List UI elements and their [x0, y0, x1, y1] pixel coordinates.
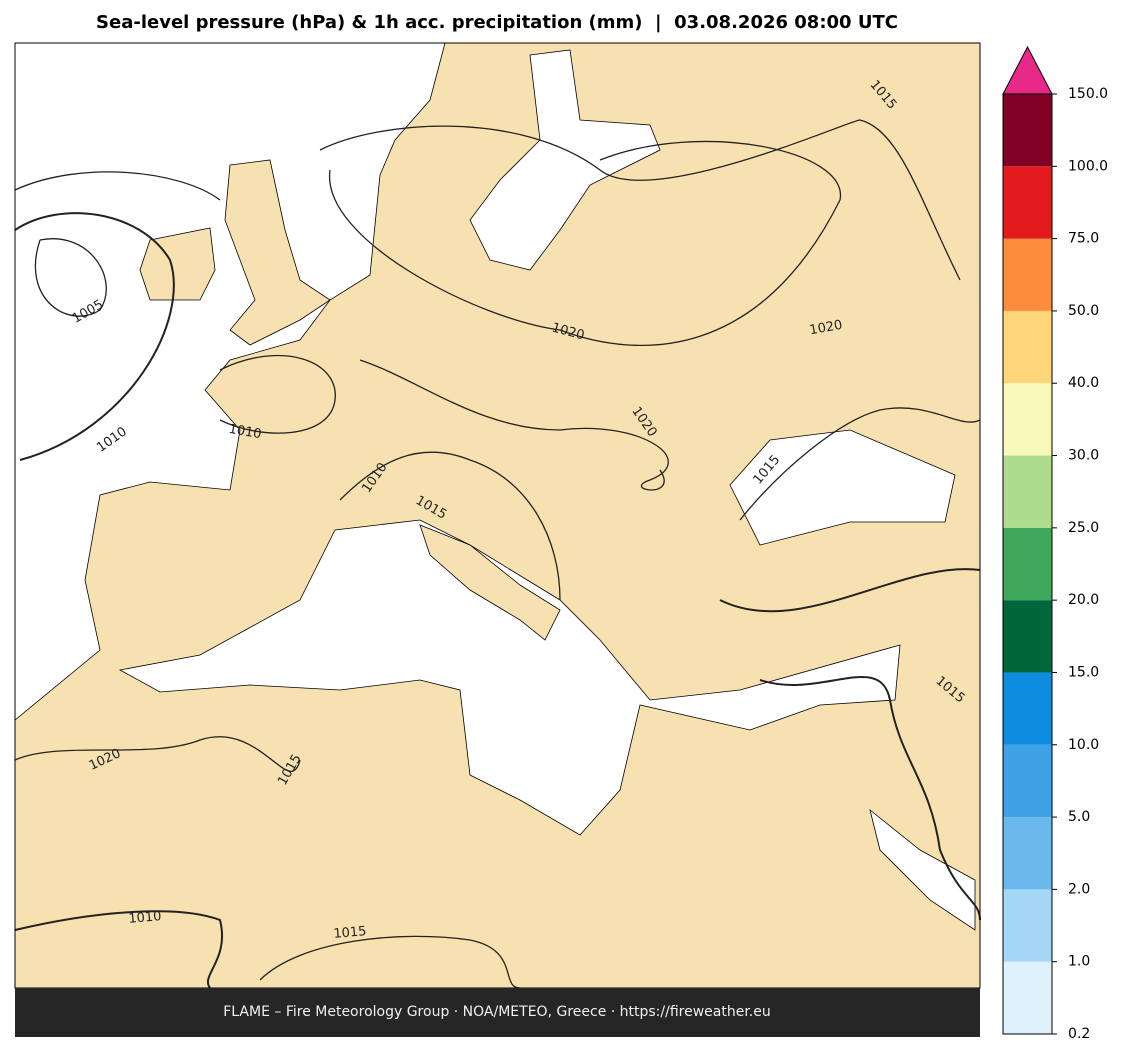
colorbar-bin: [1003, 672, 1052, 745]
colorbar-bin: [1003, 455, 1052, 528]
colorbar-bin: [1003, 383, 1052, 456]
colorbar-tick-label: 1.0: [1068, 954, 1090, 970]
black-sea: [729, 429, 956, 546]
colorbar-bin: [1003, 744, 1052, 818]
colorbar-tick-label: 30.0: [1068, 448, 1099, 464]
colorbar-tick-label: 20.0: [1068, 592, 1099, 608]
colorbar-tick-label: 0.2: [1068, 1026, 1090, 1042]
colorbar-bin: [1003, 600, 1052, 673]
italy: [419, 524, 561, 641]
colorbar-bin: [1003, 961, 1052, 1034]
footer: FLAME – Fire Meteorology Group · NOA/MET…: [223, 1004, 771, 1020]
contour-label: 1010: [128, 909, 162, 927]
britain: [224, 159, 331, 346]
colorbar-bin: [1003, 817, 1052, 890]
red-sea: [869, 808, 976, 931]
colorbar-tick-label: 150.0: [1068, 86, 1108, 102]
colorbar-tick-label: 50.0: [1068, 303, 1099, 319]
colorbar-tick-label: 2.0: [1068, 881, 1090, 897]
colorbar-bin: [1003, 889, 1052, 962]
title: Sea-level pressure (hPa) & 1h acc. preci…: [96, 12, 898, 33]
mediterranean: [118, 519, 901, 836]
colorbar-tick-label: 25.0: [1068, 520, 1099, 536]
atlantic: [14, 42, 446, 721]
colorbar-tick-label: 5.0: [1068, 809, 1090, 825]
contour-label: 1010: [227, 422, 262, 443]
colorbar-bin: [1003, 310, 1052, 384]
colorbar-bin: [1003, 94, 1052, 167]
footer-bar: [15, 988, 980, 1037]
colorbar-tick-label: 75.0: [1068, 231, 1099, 247]
map: [14, 42, 981, 989]
colorbar-extend: [1002, 45, 1053, 95]
baltic: [469, 49, 661, 271]
colorbar-bin: [1003, 527, 1052, 601]
colorbar-bin: [1003, 166, 1052, 239]
colorbar-bin: [1003, 238, 1052, 311]
colorbar-tick-label: 40.0: [1068, 375, 1099, 391]
contour-label: 1015: [333, 924, 367, 942]
colorbar-frame: [1002, 93, 1053, 1035]
colorbar-tick-label: 15.0: [1068, 664, 1099, 680]
colorbar-tick-label: 100.0: [1068, 158, 1108, 174]
colorbar-tick-label: 10.0: [1068, 737, 1099, 753]
contour-label: 1020: [808, 318, 843, 339]
isobars: [14, 119, 981, 989]
